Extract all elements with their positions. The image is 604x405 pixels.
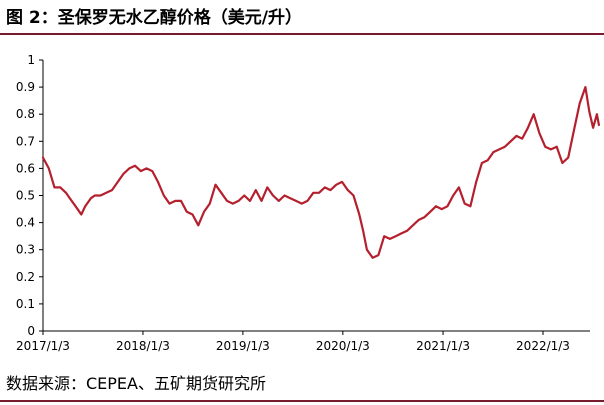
- chart-title: 图 2：圣保罗无水乙醇价格（美元/升）: [6, 8, 302, 28]
- y-tick-label: 0.3: [16, 243, 35, 257]
- y-tick-label: 0: [27, 324, 35, 338]
- y-tick-label: 0.9: [16, 80, 35, 94]
- y-tick-label: 0.5: [16, 189, 35, 203]
- source-note: 数据来源：CEPEA、五矿期货研究所: [6, 374, 266, 393]
- y-tick-label: 0.6: [16, 161, 35, 175]
- x-tick-label: 2022/1/3: [516, 339, 570, 353]
- y-tick-label: 0.2: [16, 270, 35, 284]
- ethanol-price-chart: 0 0.1 0.2 0.3 0.4 0.5 0.6 0.7 0.8 0.9 1 2017/1/3 201…: [16, 53, 601, 353]
- y-tick-label: 0.7: [16, 134, 35, 148]
- y-tick-label: 0.1: [16, 297, 35, 311]
- price-series-line: [41, 85, 601, 259]
- x-tick-label: 2020/1/3: [316, 339, 370, 353]
- y-tick-label: 0.8: [16, 107, 35, 121]
- x-tick-label: 2017/1/3: [16, 339, 70, 353]
- source-divider: [0, 400, 604, 402]
- y-tick-label: 1: [27, 53, 35, 67]
- y-tick-label: 0.4: [16, 216, 35, 230]
- title-divider: [0, 33, 604, 35]
- chart-area: 0 0.1 0.2 0.3 0.4 0.5 0.6 0.7 0.8 0.9 1 2017/1/3 201…: [0, 40, 604, 366]
- x-tick-label: 2018/1/3: [116, 339, 170, 353]
- x-tick-label: 2019/1/3: [216, 339, 270, 353]
- x-tick-label: 2021/1/3: [416, 339, 470, 353]
